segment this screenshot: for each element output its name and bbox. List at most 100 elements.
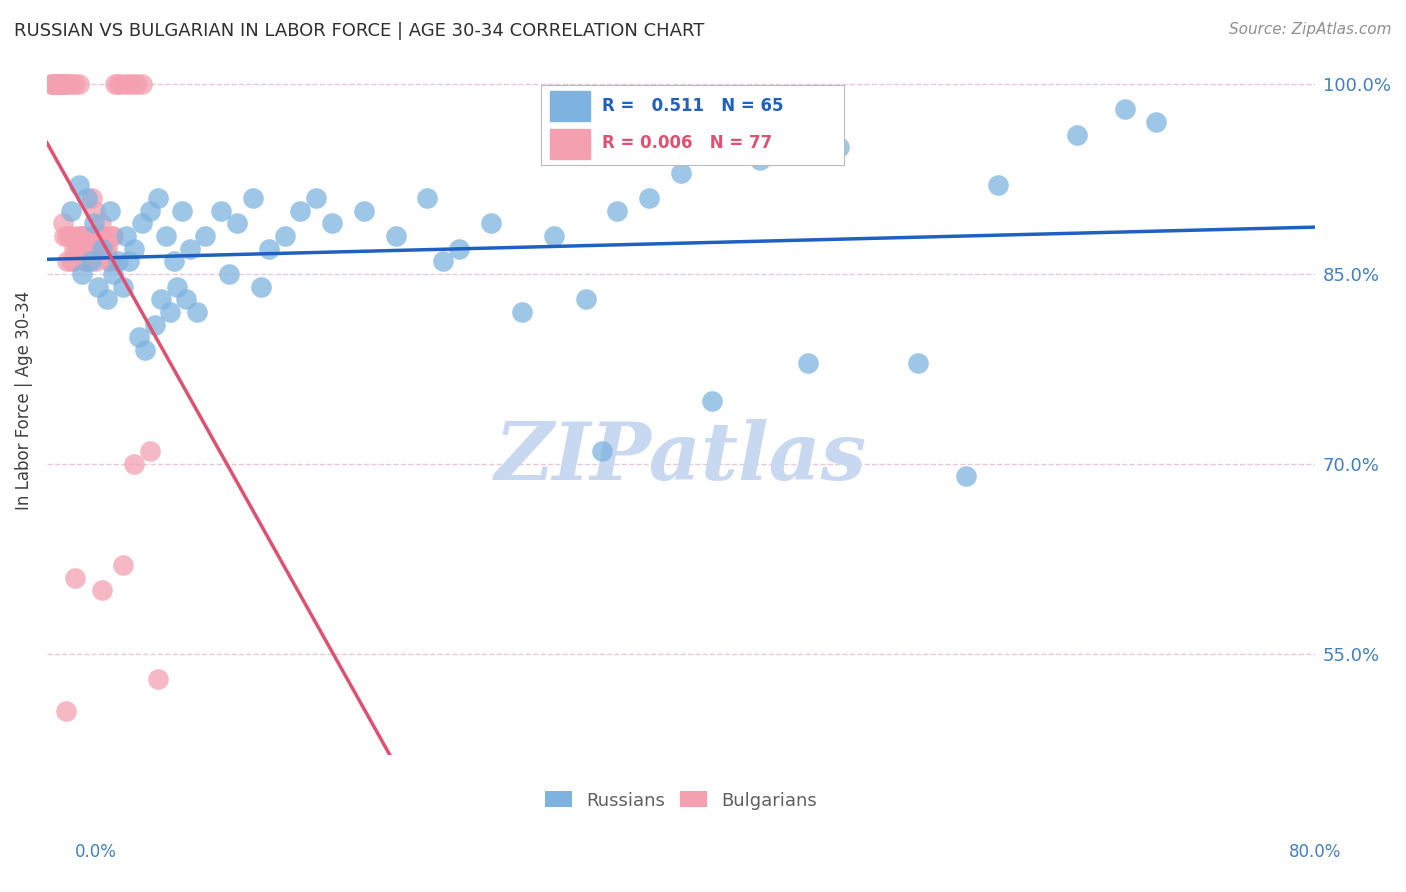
Point (80, 254, 103, 268)
Point (955, 469, 977, 483)
Text: R = 0.006   N = 77: R = 0.006 N = 77 (602, 135, 772, 153)
Point (91, 242, 114, 256)
Point (907, 355, 929, 369)
Point (479, 216, 502, 230)
Point (159, 305, 181, 319)
Point (67, 242, 90, 256)
Text: 0.0%: 0.0% (75, 843, 117, 861)
Point (70, 229, 93, 244)
Point (86, 242, 108, 256)
Point (122, 242, 145, 256)
Point (96, 293, 118, 307)
Point (86, 279, 108, 293)
Point (84, 203, 107, 218)
Point (384, 229, 406, 244)
Point (84, 254, 107, 268)
Point (89, 242, 111, 256)
Point (1114, 103, 1136, 117)
Point (65, 77, 87, 91)
Point (66, 229, 89, 244)
Point (111, 558, 134, 572)
Point (166, 279, 188, 293)
Point (52, 77, 75, 91)
Point (305, 191, 328, 205)
Point (122, 457, 145, 471)
Point (41, 77, 63, 91)
Point (67, 242, 90, 256)
Point (179, 242, 201, 256)
Point (131, 216, 153, 230)
Point (72, 229, 94, 244)
Point (702, 393, 724, 408)
Point (139, 444, 162, 458)
Point (987, 178, 1010, 193)
Point (163, 254, 186, 268)
Point (146, 672, 169, 686)
Point (59, 229, 82, 244)
Point (543, 229, 565, 244)
Point (41, 77, 63, 91)
Legend: Russians, Bulgarians: Russians, Bulgarians (537, 784, 824, 817)
Point (53, 77, 76, 91)
Point (94, 242, 117, 256)
Point (58, 77, 80, 91)
Point (98, 254, 121, 268)
Point (250, 279, 273, 293)
Point (79, 242, 101, 256)
Point (76, 254, 98, 268)
Bar (550, 91, 589, 121)
Point (91, 229, 114, 244)
Point (60, 77, 83, 91)
Point (65, 242, 87, 256)
Point (52, 229, 75, 244)
Point (52, 77, 75, 91)
Point (48, 77, 70, 91)
Point (80, 191, 103, 205)
Point (52, 77, 75, 91)
Point (447, 242, 470, 256)
Point (1144, 115, 1167, 129)
Point (107, 77, 129, 91)
Point (67, 77, 90, 91)
Point (749, 153, 772, 168)
Point (93, 229, 115, 244)
Point (55, 254, 77, 268)
Point (87, 229, 110, 244)
Point (70, 267, 93, 281)
Point (98, 203, 121, 218)
Point (56, 229, 79, 244)
Point (65, 571, 87, 585)
Point (101, 229, 124, 244)
Point (321, 216, 343, 230)
Point (82, 229, 104, 244)
Point (122, 77, 145, 91)
Point (669, 166, 692, 180)
Point (59, 229, 82, 244)
Point (44, 77, 66, 91)
Point (150, 293, 173, 307)
Point (606, 203, 628, 218)
Point (83, 216, 105, 230)
Point (55, 704, 77, 718)
Point (77, 242, 100, 256)
Point (44, 77, 66, 91)
Point (49, 77, 72, 91)
Point (44, 77, 66, 91)
Text: ZIPatlas: ZIPatlas (495, 418, 868, 496)
Text: Source: ZipAtlas.com: Source: ZipAtlas.com (1229, 22, 1392, 37)
Text: R =   0.511   N = 65: R = 0.511 N = 65 (602, 97, 783, 115)
Point (139, 203, 162, 218)
Point (55, 77, 77, 91)
Text: RUSSIAN VS BULGARIAN IN LABOR FORCE | AGE 30-34 CORRELATION CHART: RUSSIAN VS BULGARIAN IN LABOR FORCE | AG… (14, 22, 704, 40)
Point (42, 77, 65, 91)
Point (59, 203, 82, 218)
Point (80, 229, 103, 244)
Point (176, 293, 198, 307)
Point (209, 203, 232, 218)
Point (143, 318, 166, 332)
Text: 80.0%: 80.0% (1288, 843, 1341, 861)
Point (45, 77, 67, 91)
Point (170, 203, 193, 218)
Point (510, 305, 533, 319)
Point (242, 191, 264, 205)
